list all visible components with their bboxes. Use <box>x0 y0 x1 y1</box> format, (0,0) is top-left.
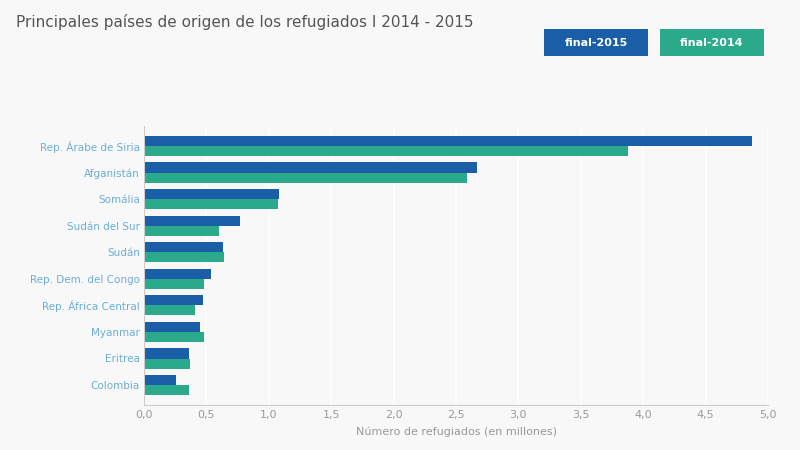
Bar <box>144 322 200 332</box>
Bar <box>144 306 195 315</box>
Text: final-2015: final-2015 <box>564 38 628 48</box>
Bar <box>144 279 204 289</box>
Text: final-2014: final-2014 <box>680 38 744 48</box>
Bar <box>144 225 219 236</box>
Bar <box>144 199 278 209</box>
Bar <box>144 332 204 342</box>
Bar <box>144 375 177 385</box>
Bar <box>144 385 189 395</box>
Bar <box>144 136 752 146</box>
Bar <box>144 359 190 369</box>
Text: Principales países de origen de los refugiados I 2014 - 2015: Principales países de origen de los refu… <box>16 14 474 30</box>
Bar <box>144 252 224 262</box>
Bar <box>144 172 467 183</box>
Bar <box>144 162 478 172</box>
Bar <box>144 269 211 279</box>
Bar <box>144 295 202 306</box>
Bar <box>144 189 278 199</box>
Bar <box>144 216 240 225</box>
Bar <box>144 242 222 252</box>
X-axis label: Número de refugiados (en millones): Número de refugiados (en millones) <box>355 427 557 437</box>
Bar <box>144 146 628 156</box>
Bar <box>144 348 189 359</box>
